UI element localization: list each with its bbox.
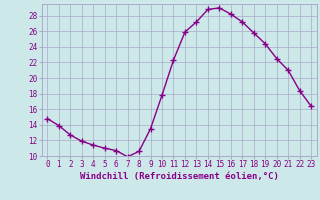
X-axis label: Windchill (Refroidissement éolien,°C): Windchill (Refroidissement éolien,°C)	[80, 172, 279, 181]
